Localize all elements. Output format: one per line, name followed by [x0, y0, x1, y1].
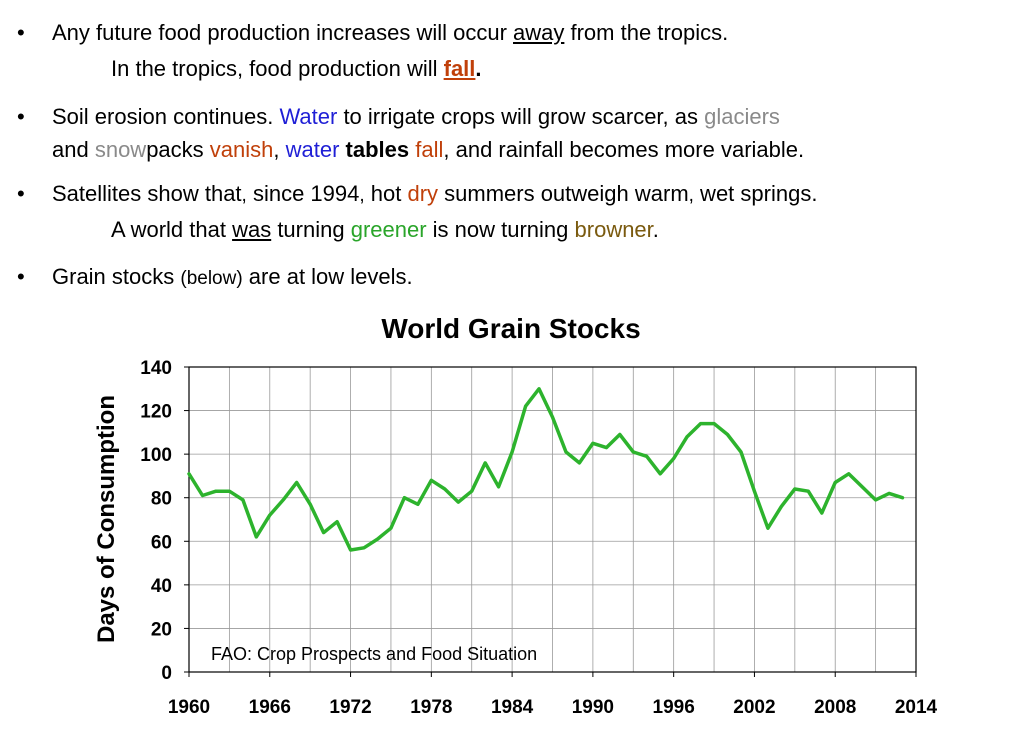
- data-point: [645, 455, 648, 458]
- bullet-text: Soil erosion continues. Water to irrigat…: [52, 104, 780, 129]
- x-tick-label: 1972: [329, 697, 371, 718]
- data-point: [349, 549, 352, 551]
- y-tick-label: 120: [140, 402, 172, 423]
- data-point: [215, 490, 217, 492]
- bullet-text: Any future food production increases wil…: [52, 20, 729, 45]
- bullet-marker: •: [17, 104, 25, 129]
- data-point: [309, 503, 311, 506]
- series-layer: [187, 387, 905, 552]
- x-tick-label: 2014: [895, 697, 938, 718]
- y-tick-label: 20: [151, 619, 172, 640]
- y-tick-label: 100: [140, 445, 172, 466]
- data-point: [228, 490, 231, 492]
- x-tick-label: 1984: [491, 697, 534, 718]
- data-point: [901, 496, 904, 499]
- data-point: [551, 416, 554, 418]
- bullet-marker: •: [17, 264, 25, 289]
- y-tick-label: 140: [140, 358, 172, 379]
- x-axis-ticks: 1960 1966 1972 1978 1984 1990 1996 2002 2008 2014: [168, 672, 938, 718]
- data-point: [807, 490, 810, 492]
- data-point: [417, 503, 419, 506]
- data-point: [780, 505, 783, 508]
- data-point: [188, 472, 190, 475]
- data-point: [740, 451, 742, 453]
- chart-title: World Grain Stocks: [381, 313, 640, 344]
- data-point: [659, 472, 662, 475]
- data-point: [322, 531, 325, 534]
- data-point: [578, 462, 581, 464]
- data-point: [376, 538, 379, 540]
- data-point: [443, 488, 446, 490]
- data-point: [767, 527, 769, 530]
- bullet-text: A world that was turning greener is now …: [111, 217, 659, 242]
- data-point: [820, 512, 823, 514]
- data-point: [632, 451, 635, 453]
- plot-frame: [188, 366, 917, 673]
- data-point: [686, 435, 688, 438]
- y-tick-label: 60: [151, 532, 172, 553]
- data-point: [861, 486, 863, 488]
- data-point: [403, 496, 406, 499]
- data-point: [672, 457, 675, 460]
- y-tick-label: 40: [151, 576, 172, 597]
- data-point: [201, 494, 204, 497]
- data-point: [794, 488, 796, 490]
- x-tick-label: 1996: [653, 697, 695, 718]
- y-axis-ticks: 0 20 40 60 80 100 120 140: [140, 358, 189, 684]
- data-point: [242, 499, 244, 501]
- x-tick-label: 1978: [410, 697, 452, 718]
- bullet-marker: •: [17, 20, 25, 45]
- data-point: [592, 442, 594, 445]
- data-point: [565, 451, 567, 453]
- data-point: [484, 462, 486, 464]
- data-point: [619, 433, 621, 436]
- x-tick-label: 1990: [572, 697, 614, 718]
- data-point: [538, 387, 540, 390]
- x-tick-label: 2008: [814, 697, 856, 718]
- data-point: [874, 499, 877, 501]
- data-point: [511, 451, 513, 453]
- y-tick-label: 0: [161, 663, 172, 684]
- bullet-text: Grain stocks (below) are at low levels.: [52, 264, 413, 289]
- data-point: [699, 422, 702, 425]
- x-tick-label: 2002: [733, 697, 775, 718]
- bullet-text: and snowpacks vanish, water tables fall,…: [52, 137, 805, 162]
- data-point: [470, 490, 473, 492]
- data-point: [524, 405, 527, 408]
- data-point: [834, 481, 837, 484]
- data-point: [390, 527, 392, 530]
- bullet-text: Satellites show that, since 1994, hot dr…: [52, 181, 818, 206]
- source-annotation: FAO: Crop Prospects and Food Situation: [211, 644, 537, 664]
- data-point: [713, 422, 715, 425]
- x-tick-label: 1960: [168, 697, 210, 718]
- data-point: [336, 520, 338, 523]
- bullet-text: In the tropics, food production will fal…: [111, 56, 482, 81]
- data-point: [295, 481, 298, 484]
- bullet-marker: •: [17, 181, 25, 206]
- data-point: [605, 446, 608, 449]
- data-point: [255, 536, 258, 538]
- y-axis-label: Days of Consumption: [93, 395, 120, 643]
- data-point: [847, 472, 850, 475]
- data-point: [888, 492, 890, 495]
- data-point: [363, 547, 365, 549]
- data-point: [497, 486, 500, 488]
- data-point: [726, 433, 729, 436]
- data-point: [457, 501, 460, 503]
- grain-stocks-chart: World Grain Stocks 0 20 40 60 80 100 120 140 19…: [93, 313, 938, 718]
- data-point: [753, 490, 756, 492]
- data-point: [430, 479, 433, 482]
- y-tick-label: 80: [151, 489, 172, 510]
- x-tick-label: 1966: [249, 697, 291, 718]
- data-point: [282, 499, 285, 501]
- series-line: [187, 387, 905, 552]
- data-point: [268, 514, 271, 516]
- chart-grid: [189, 367, 916, 672]
